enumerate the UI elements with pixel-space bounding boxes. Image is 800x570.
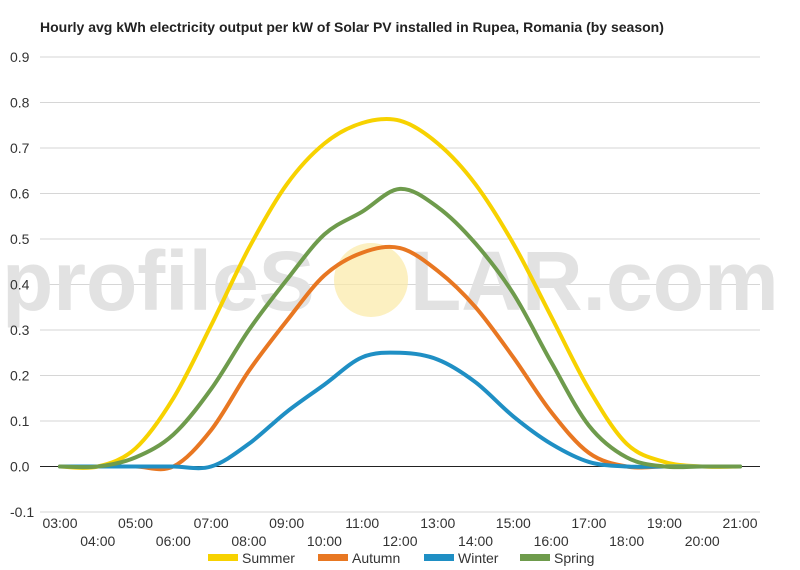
x-tick-label: 06:00 <box>156 533 191 549</box>
legend-swatch <box>318 554 348 561</box>
x-tick-label: 14:00 <box>458 533 493 549</box>
x-tick-label: 07:00 <box>194 515 229 531</box>
legend-swatch <box>520 554 550 561</box>
x-tick-label: 13:00 <box>420 515 455 531</box>
y-tick-label: 0.8 <box>10 95 30 111</box>
x-tick-label: 12:00 <box>382 533 417 549</box>
y-tick-label: 0.7 <box>10 140 30 156</box>
legend-label: Spring <box>554 550 594 566</box>
y-tick-label: -0.1 <box>10 504 34 520</box>
legend: Summer Autumn Winter Spring <box>208 550 594 566</box>
series-line-winter <box>58 350 742 471</box>
x-tick-label: 03:00 <box>42 515 77 531</box>
legend-item-winter: Winter <box>424 550 499 566</box>
y-tick-label: 0.1 <box>10 413 30 429</box>
x-tick-label: 15:00 <box>496 515 531 531</box>
series-line-summer <box>58 116 742 470</box>
y-tick-label: 0.0 <box>10 459 30 475</box>
y-tick-label: 0.3 <box>10 322 30 338</box>
legend-label: Summer <box>242 550 295 566</box>
x-tick-label: 05:00 <box>118 515 153 531</box>
x-tick-label: 19:00 <box>647 515 682 531</box>
y-tick-label: 0.2 <box>10 368 30 384</box>
x-tick-label: 08:00 <box>231 533 266 549</box>
y-tick-label: 0.6 <box>10 186 30 202</box>
legend-item-autumn: Autumn <box>318 550 400 566</box>
x-tick-label: 16:00 <box>534 533 569 549</box>
series-lines <box>58 116 742 472</box>
x-tick-label: 18:00 <box>609 533 644 549</box>
x-tick-label: 17:00 <box>571 515 606 531</box>
y-tick-label: 0.5 <box>10 231 30 247</box>
x-tick-label: 09:00 <box>269 515 304 531</box>
y-tick-label: 0.9 <box>10 49 30 65</box>
watermark-text-start: profileS <box>2 234 315 328</box>
x-tick-label: 20:00 <box>685 533 720 549</box>
legend-swatch <box>424 554 454 561</box>
watermark-text-end: LAR.com <box>410 234 779 328</box>
chart-title: Hourly avg kWh electricity output per kW… <box>40 19 664 35</box>
legend-item-spring: Spring <box>520 550 594 566</box>
legend-item-summer: Summer <box>208 550 295 566</box>
x-tick-label: 11:00 <box>345 515 379 531</box>
x-tick-label: 10:00 <box>307 533 342 549</box>
x-axis-ticks: 03:0004:0005:0006:0007:0008:0009:0010:00… <box>42 515 757 549</box>
y-axis-ticks: -0.1 0.0 0.1 0.2 0.3 0.4 0.5 0.6 0.7 0.8 0.9 <box>10 49 34 520</box>
x-tick-label: 21:00 <box>722 515 757 531</box>
legend-label: Winter <box>458 550 499 566</box>
legend-swatch <box>208 554 238 561</box>
y-tick-label: 0.4 <box>10 277 30 293</box>
x-tick-label: 04:00 <box>80 533 115 549</box>
watermark-sun-icon <box>334 243 408 317</box>
series-line-spring <box>58 186 742 470</box>
legend-label: Autumn <box>352 550 400 566</box>
